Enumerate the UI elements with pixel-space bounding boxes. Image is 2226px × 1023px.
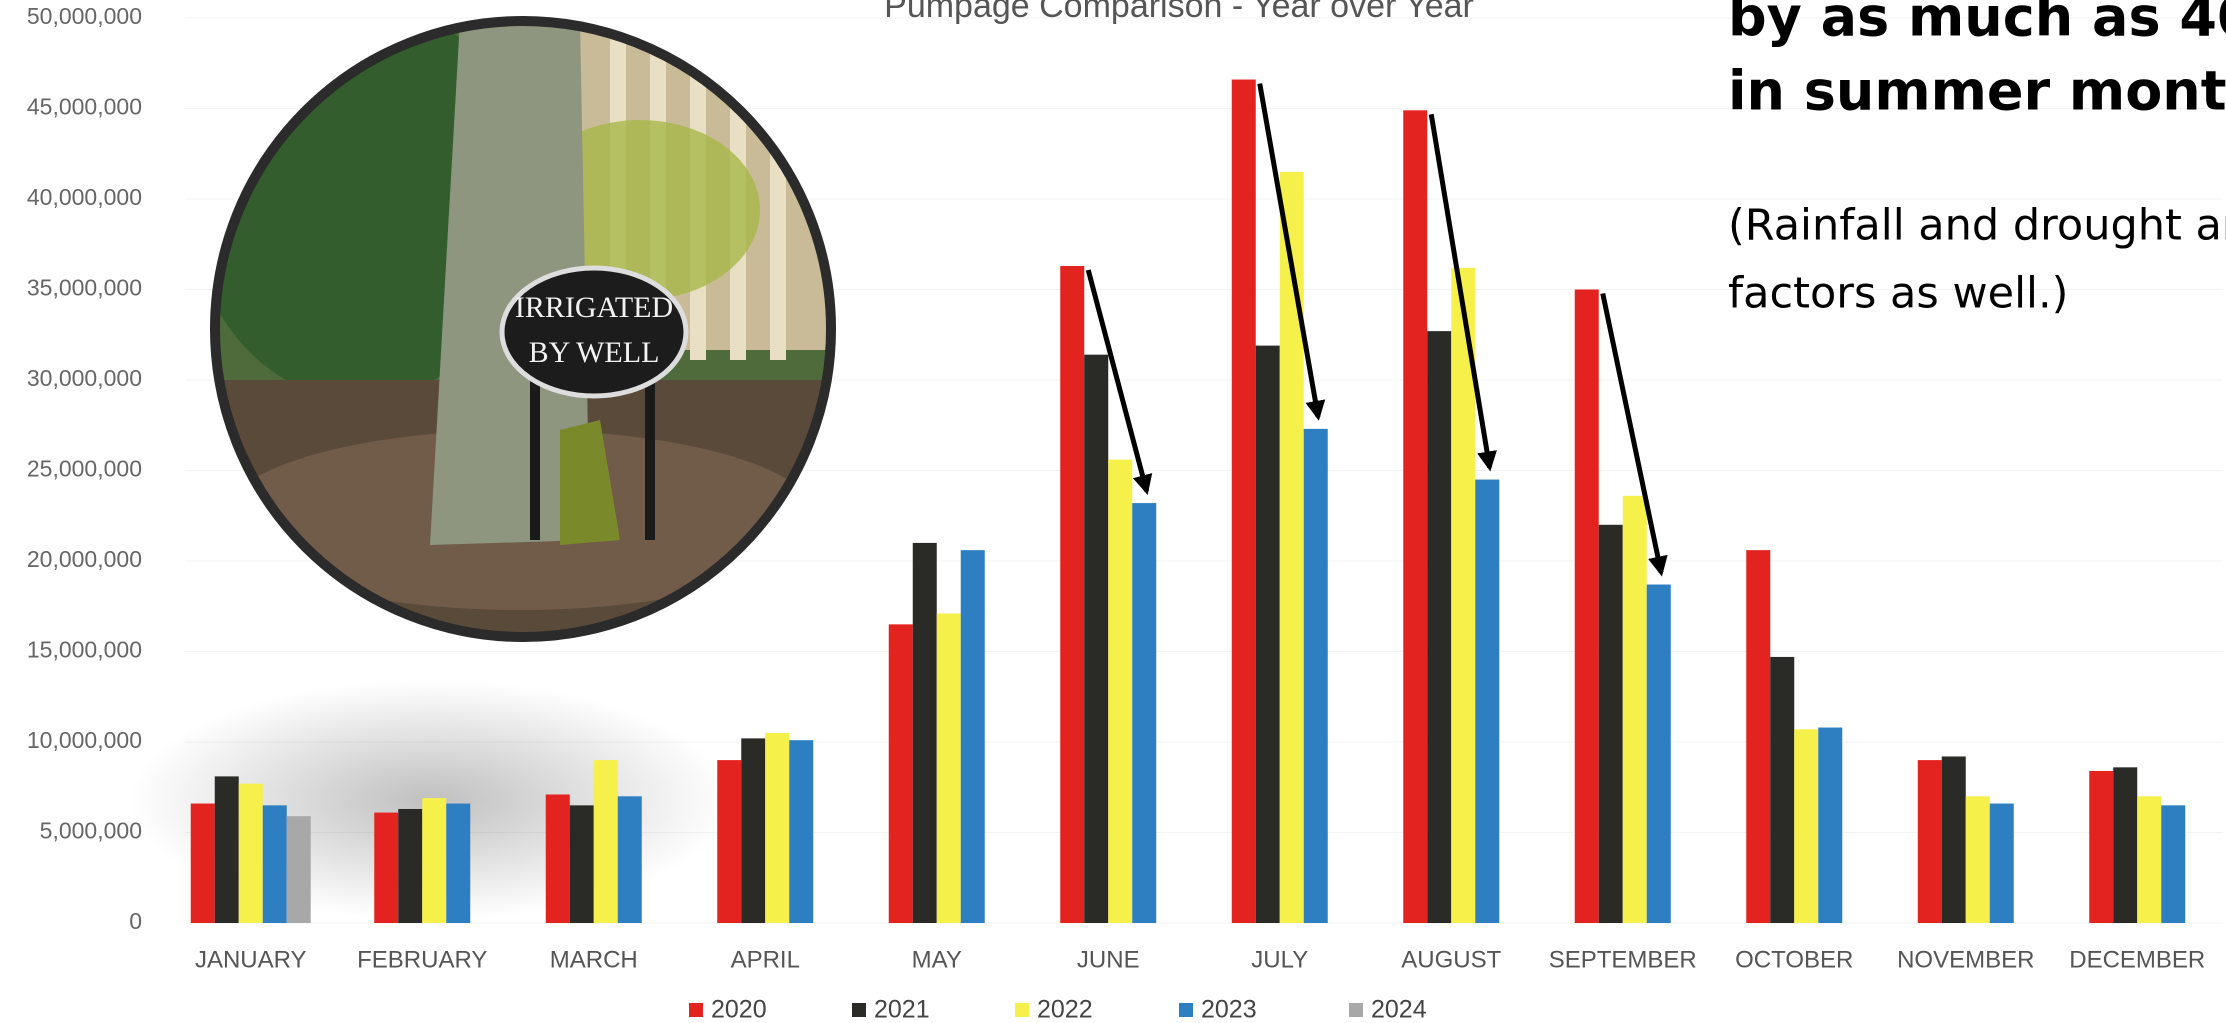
bar <box>398 809 422 923</box>
bar <box>1647 585 1671 923</box>
annotation: factors as well.) <box>1728 269 2068 319</box>
bar <box>263 805 287 923</box>
y-tick-label: 35,000,000 <box>27 275 142 301</box>
bar <box>913 543 937 923</box>
y-tick-label: 25,000,000 <box>27 456 142 482</box>
bar <box>239 784 263 923</box>
bar <box>1132 503 1156 923</box>
annotation: (Rainfall and drought ar <box>1728 201 2226 251</box>
bar <box>1575 290 1599 924</box>
sign-text: BY WELL <box>529 336 660 369</box>
x-tick-label: FEBRUARY <box>357 946 487 973</box>
annotation: by as much as 40% <box>1728 0 2226 49</box>
x-tick-label: AUGUST <box>1401 946 1501 973</box>
legend-label: 2024 <box>1371 996 1427 1023</box>
legend-swatch <box>852 1003 866 1017</box>
x-tick-label: JULY <box>1251 946 1308 973</box>
bar <box>287 816 311 923</box>
bar <box>1623 496 1647 923</box>
bar <box>374 813 398 923</box>
x-tick-label: JUNE <box>1077 946 1140 973</box>
y-tick-label: 15,000,000 <box>27 637 142 663</box>
bar <box>1304 429 1328 923</box>
legend-label: 2020 <box>711 996 767 1023</box>
bar <box>889 624 913 923</box>
y-tick-label: 20,000,000 <box>27 546 142 572</box>
bar <box>546 794 570 923</box>
inset-photo: IRRIGATED BY WELL <box>190 0 840 640</box>
bar <box>2137 796 2161 923</box>
bar <box>1746 550 1770 923</box>
bar <box>191 804 215 923</box>
y-tick-label: 5,000,000 <box>40 818 142 844</box>
bar <box>1918 760 1942 923</box>
bar <box>1232 80 1256 923</box>
bar <box>2113 767 2137 923</box>
bar <box>618 796 642 923</box>
x-tick-label: SEPTEMBER <box>1549 946 1697 973</box>
bar <box>1280 172 1304 923</box>
bar <box>594 760 618 923</box>
bar <box>1084 355 1108 923</box>
x-tick-label: JANUARY <box>195 946 307 973</box>
bar <box>937 613 961 923</box>
bar <box>1403 110 1427 923</box>
bar <box>1599 525 1623 923</box>
bar <box>1060 266 1084 923</box>
y-tick-label: 30,000,000 <box>27 365 142 391</box>
bar <box>215 776 239 923</box>
bar <box>789 740 813 923</box>
legend-swatch <box>1015 1003 1029 1017</box>
y-tick-label: 50,000,000 <box>27 3 142 29</box>
bar <box>717 760 741 923</box>
bar <box>1966 796 1990 923</box>
bar <box>1794 729 1818 923</box>
bar <box>1818 728 1842 923</box>
bar <box>1475 480 1499 923</box>
bar <box>1108 460 1132 923</box>
x-tick-label: APRIL <box>731 946 800 973</box>
y-tick-label: 0 <box>129 908 142 934</box>
y-tick-label: 45,000,000 <box>27 94 142 120</box>
bar <box>1770 657 1794 923</box>
legend-label: 2022 <box>1037 996 1093 1023</box>
x-tick-label: OCTOBER <box>1735 946 1853 973</box>
chart-title: Pumpage Comparison - Year over Year <box>884 0 1474 25</box>
x-tick-label: MARCH <box>550 946 638 973</box>
legend-label: 2023 <box>1201 996 1257 1023</box>
bar <box>570 805 594 923</box>
bar <box>1256 346 1280 923</box>
bar <box>1942 756 1966 923</box>
y-tick-label: 10,000,000 <box>27 727 142 753</box>
legend-label: 2021 <box>874 996 930 1023</box>
bar <box>1990 804 2014 923</box>
bar <box>741 738 765 923</box>
x-tick-label: MAY <box>912 946 962 973</box>
annotation: in summer months <box>1728 60 2226 123</box>
bar <box>1427 331 1451 923</box>
bar <box>446 804 470 923</box>
bar <box>2089 771 2113 923</box>
x-tick-label: NOVEMBER <box>1897 946 2034 973</box>
legend-swatch <box>1349 1003 1363 1017</box>
bar <box>961 550 985 923</box>
bar <box>422 798 446 923</box>
bar <box>765 733 789 923</box>
sign-text: IRRIGATED <box>515 291 673 324</box>
bar <box>2161 805 2185 923</box>
y-tick-label: 40,000,000 <box>27 184 142 210</box>
x-tick-label: DECEMBER <box>2069 946 2205 973</box>
chart: 0 5,000,000 10,000,000 15,000,000 20,000,000… <box>0 0 2226 1023</box>
legend-swatch <box>689 1003 703 1017</box>
legend-swatch <box>1179 1003 1193 1017</box>
